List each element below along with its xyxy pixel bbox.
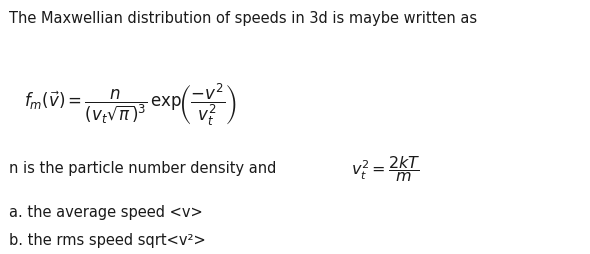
Text: a. the average speed <v>: a. the average speed <v> [9, 204, 202, 220]
Text: b. the rms speed sqrt<v²>: b. the rms speed sqrt<v²> [9, 232, 205, 248]
Text: The Maxwellian distribution of speeds in 3d is maybe written as: The Maxwellian distribution of speeds in… [9, 11, 477, 26]
Text: $f_m(\vec{v}) = \dfrac{n}{(v_t\sqrt{\pi})^3}\,\mathrm{exp}\!\left(\dfrac{-v^2}{v: $f_m(\vec{v}) = \dfrac{n}{(v_t\sqrt{\pi}… [24, 81, 236, 128]
Text: n is the particle number density and: n is the particle number density and [9, 161, 276, 177]
Text: $v_t^2 = \dfrac{2kT}{m}$: $v_t^2 = \dfrac{2kT}{m}$ [351, 154, 421, 184]
